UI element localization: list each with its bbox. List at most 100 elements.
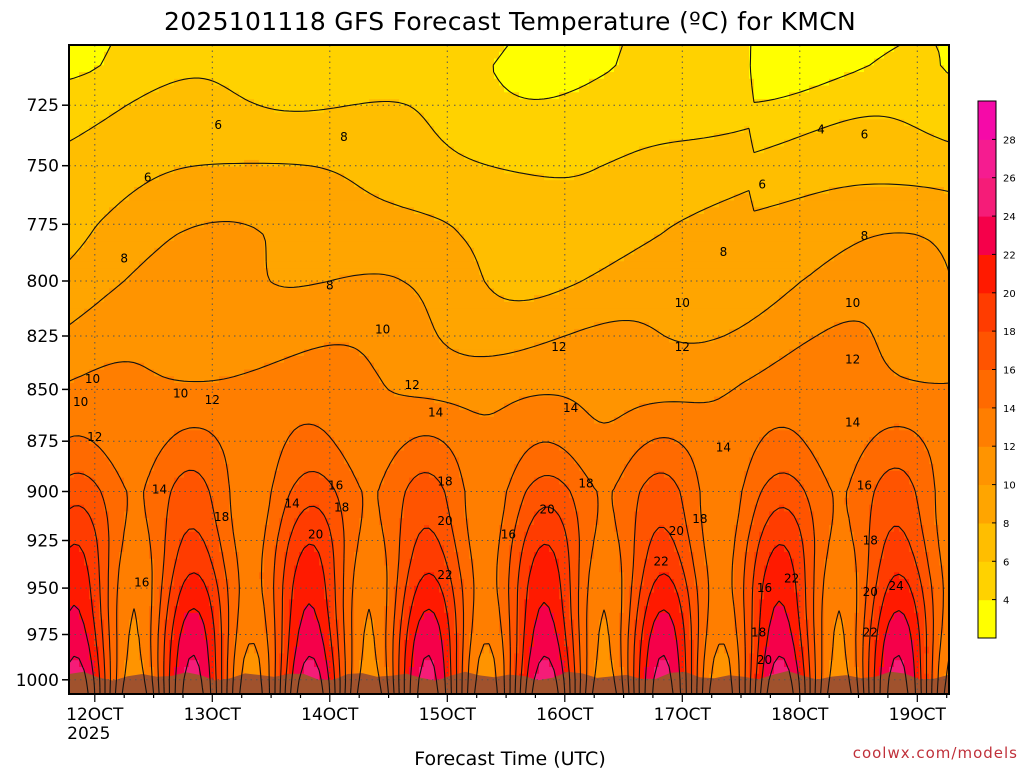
temperature-cell (274, 227, 280, 235)
temperature-cell (109, 193, 115, 202)
temperature-cell (789, 193, 795, 202)
temperature-cell (659, 72, 665, 80)
temperature-cell (909, 214, 915, 222)
temperature-cell (809, 92, 815, 100)
temperature-cell (209, 153, 215, 161)
temperature-cell (219, 85, 225, 93)
temperature-cell (249, 45, 255, 53)
temperature-cell (104, 214, 110, 222)
temperature-cell (749, 112, 755, 120)
temperature-cell (474, 119, 480, 127)
temperature-cell (534, 193, 540, 202)
temperature-cell (709, 126, 715, 134)
temperature-cell (209, 126, 215, 134)
temperature-cell (149, 193, 155, 202)
temperature-cell (879, 186, 885, 195)
temperature-cell (774, 65, 780, 73)
temperature-cell (644, 146, 650, 154)
temperature-cell (744, 99, 750, 107)
temperature-cell (379, 45, 385, 53)
temperature-cell (109, 200, 115, 208)
temperature-cell (174, 92, 180, 100)
temperature-cell (84, 200, 90, 208)
temperature-cell (129, 159, 135, 168)
temperature-cell (249, 132, 255, 141)
temperature-cell (359, 119, 365, 127)
temperature-cell (289, 173, 295, 181)
temperature-cell (269, 99, 275, 107)
temperature-cell (529, 207, 535, 215)
temperature-cell (834, 65, 840, 73)
temperature-cell (269, 173, 275, 181)
temperature-cell (919, 85, 925, 93)
temperature-cell (769, 92, 775, 100)
temperature-cell (384, 139, 390, 148)
temperature-cell (909, 200, 915, 208)
temperature-cell (444, 78, 450, 87)
temperature-cell (204, 139, 210, 148)
temperature-cell (794, 139, 800, 148)
temperature-cell (929, 99, 935, 107)
temperature-cell (124, 99, 130, 107)
temperature-cell (409, 207, 415, 215)
temperature-cell (84, 180, 90, 188)
temperature-cell (904, 85, 910, 93)
temperature-cell (309, 227, 315, 235)
temperature-cell (629, 153, 635, 161)
temperature-cell (749, 193, 755, 202)
temperature-cell (369, 92, 375, 100)
temperature-cell (699, 92, 705, 100)
temperature-cell (519, 112, 525, 120)
temperature-cell (354, 153, 360, 161)
temperature-cell (669, 45, 675, 53)
temperature-cell (89, 186, 95, 195)
temperature-cell (904, 193, 910, 202)
temperature-cell (409, 173, 415, 181)
temperature-cell (514, 207, 520, 215)
temperature-cell (724, 139, 730, 148)
temperature-cell (169, 45, 175, 53)
temperature-cell (814, 220, 820, 229)
temperature-cell (699, 214, 705, 222)
temperature-cell (119, 45, 125, 53)
temperature-cell (884, 72, 890, 80)
temperature-cell (299, 112, 305, 120)
temperature-cell (289, 99, 295, 107)
temperature-cell (344, 186, 350, 195)
temperature-cell (589, 180, 595, 188)
temperature-cell (484, 58, 490, 66)
temperature-cell (819, 200, 825, 208)
temperature-cell (569, 45, 575, 53)
temperature-cell (684, 99, 690, 107)
temperature-cell (819, 153, 825, 161)
temperature-cell (329, 45, 335, 53)
temperature-cell (429, 126, 435, 134)
temperature-cell (819, 72, 825, 80)
temperature-cell (424, 139, 430, 148)
temperature-cell (109, 119, 115, 127)
temperature-cell (574, 207, 580, 215)
temperature-cell (84, 112, 90, 120)
temperature-cell (319, 132, 325, 141)
temperature-cell (334, 200, 340, 208)
temperature-cell (244, 78, 250, 87)
temperature-cell (99, 173, 105, 181)
temperature-cell (394, 220, 400, 229)
temperature-cell (559, 45, 565, 53)
temperature-cell (469, 186, 475, 195)
temperature-cell (239, 153, 245, 161)
temperature-cell (369, 200, 375, 208)
temperature-cell (509, 126, 515, 134)
temperature-cell (904, 166, 910, 175)
temperature-cell (884, 105, 890, 114)
temperature-cell (504, 146, 510, 154)
temperature-cell (774, 153, 780, 161)
temperature-cell (809, 166, 815, 175)
temperature-cell (449, 207, 455, 215)
temperature-cell (349, 132, 355, 141)
temperature-cell (809, 65, 815, 73)
temperature-cell (874, 105, 880, 114)
temperature-cell (449, 220, 455, 229)
temperature-cell (539, 173, 545, 181)
temperature-cell (934, 58, 940, 66)
